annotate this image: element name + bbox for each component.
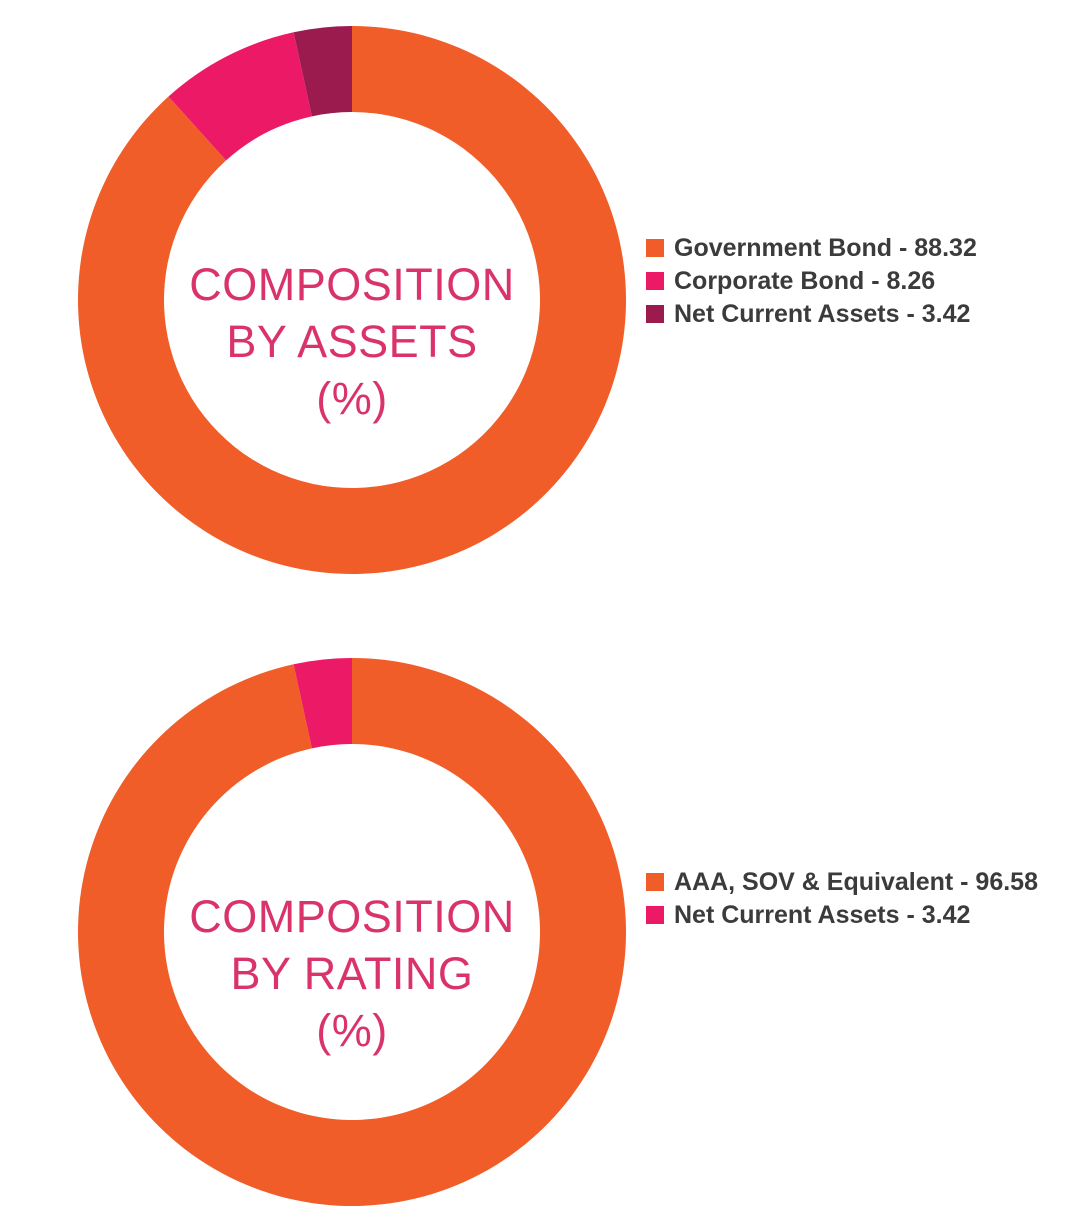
assets-center-title-line-2: BY ASSETS — [226, 316, 478, 367]
rating-legend: AAA, SOV & Equivalent - 96.58 Net Curren… — [646, 866, 1056, 932]
composition-by-rating-chart: COMPOSITION BY RATING (%) AAA, SOV & Equ… — [0, 652, 1076, 1212]
legend-item-net-current-assets: Net Current Assets - 3.42 — [646, 298, 1056, 331]
legend-swatch-corporate-bond — [646, 272, 664, 290]
assets-center-title: COMPOSITION BY ASSETS (%) — [132, 256, 572, 427]
rating-center-title-line-2: BY RATING — [230, 948, 474, 999]
legend-label-aaa-sov-equivalent: AAA, SOV & Equivalent - 96.58 — [674, 868, 1038, 896]
legend-item-government-bond: Government Bond - 88.32 — [646, 232, 1056, 265]
assets-center-title-line-3: (%) — [316, 373, 388, 424]
rating-donut — [78, 658, 627, 1206]
donut-slice-corporate-bond — [168, 32, 312, 161]
composition-by-assets-chart: COMPOSITION BY ASSETS (%) Government Bon… — [0, 20, 1076, 580]
legend-label-corporate-bond: Corporate Bond - 8.26 — [674, 267, 936, 295]
legend-label-net-current-assets: Net Current Assets - 3.42 — [674, 300, 971, 328]
donut-slice-aaa-sov-equivalent — [78, 658, 627, 1206]
legend-label-government-bond: Government Bond - 88.32 — [674, 234, 977, 262]
donut-slice-net-current-assets — [293, 658, 352, 749]
assets-center-title-line-1: COMPOSITION — [189, 259, 515, 310]
rating-center-title: COMPOSITION BY RATING (%) — [132, 888, 572, 1059]
assets-legend: Government Bond - 88.32 Corporate Bond -… — [646, 232, 1056, 331]
legend-label-net-current-assets-rating: Net Current Assets - 3.42 — [674, 901, 971, 929]
rating-center-title-line-1: COMPOSITION — [189, 891, 515, 942]
rating-center-title-line-3: (%) — [316, 1005, 388, 1056]
donut-slice-government-bond — [77, 26, 626, 574]
legend-swatch-government-bond — [646, 239, 664, 257]
donut-slice-net-current-assets — [293, 26, 352, 117]
legend-swatch-net-current-assets-rating — [646, 906, 664, 924]
legend-item-aaa-sov-equivalent: AAA, SOV & Equivalent - 96.58 — [646, 866, 1056, 899]
legend-swatch-net-current-assets — [646, 305, 664, 323]
legend-swatch-aaa-sov-equivalent — [646, 873, 664, 891]
legend-item-corporate-bond: Corporate Bond - 8.26 — [646, 265, 1056, 298]
assets-donut — [77, 26, 626, 574]
legend-item-net-current-assets-rating: Net Current Assets - 3.42 — [646, 899, 1056, 932]
